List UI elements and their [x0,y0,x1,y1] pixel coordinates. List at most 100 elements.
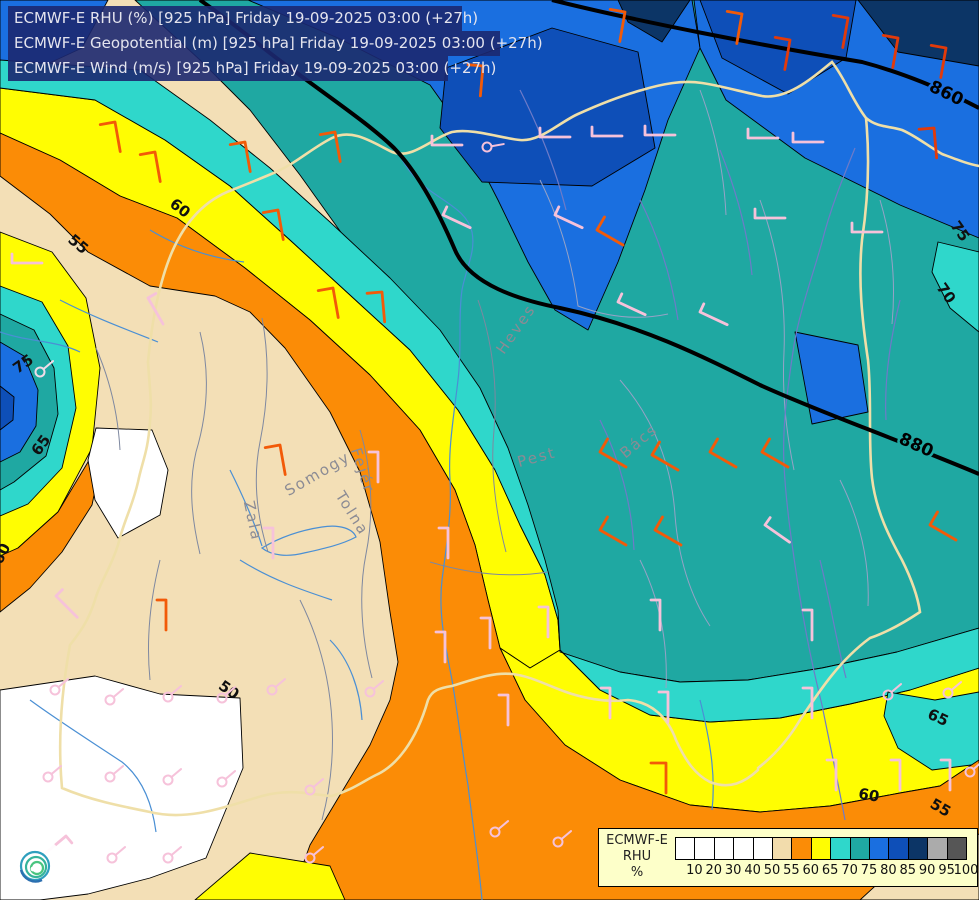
header-line-geopotential: ECMWF-E Geopotential (m) [925 hPa] Frida… [8,31,543,56]
wind-barb-icon [599,686,612,720]
rh-60-65-wedge [194,852,346,900]
wind-barb-icon [595,215,625,247]
calm-wind-icon [372,680,385,691]
county-border [95,347,121,451]
legend-swatch [927,837,948,860]
wind-barb [216,686,237,704]
wind-barb [831,13,850,49]
wind-barb [42,765,63,783]
legend-title-param: RHU [622,849,652,864]
river [885,299,901,421]
wind-barb-icon [598,437,628,469]
wind-barb [657,690,670,724]
rh-under-50-mid [87,427,169,539]
wind-barb-icon [725,9,744,45]
wind-barb [552,830,573,848]
county-border [477,299,507,553]
wind-barb-icon [262,526,275,560]
legend-tick-label: 70 [841,863,858,878]
wind-barb-icon [537,605,550,639]
legend-swatch [810,837,832,860]
river [639,199,679,321]
county-border [299,599,333,821]
wind-barb [653,515,683,547]
legend-tick-label: 95 [938,863,955,878]
wind-barb [318,130,342,163]
legend-swatch [694,837,715,860]
rh-55-60-band [0,132,979,900]
wind-barb [367,450,380,484]
wind-barb [479,616,492,650]
wind-barb-icon [708,437,738,469]
wind-barb-icon [441,205,472,230]
wind-barb-icon [138,150,162,183]
wind-barb [598,515,628,547]
wind-barb [538,126,572,139]
legend-swatch [946,837,967,860]
wind-barb [595,215,625,247]
wind-barb-icon [850,221,884,234]
county-border [147,559,161,681]
wind-barb [266,678,287,696]
legend-swatch [733,837,754,860]
wind-barb [489,820,510,838]
river [519,89,567,211]
wind-barb-icon [881,33,900,69]
county-border [699,89,727,216]
legend-tick-label: 80 [880,863,897,878]
wind-barb [598,437,628,469]
wind-barb [304,778,325,796]
wind-barb [162,685,183,703]
wind-barb-icon [939,758,952,792]
wind-barb-icon [98,120,122,153]
geopotential-isoline [551,0,979,110]
wind-barb-icon [649,761,668,795]
wind-barb-icon [553,205,584,230]
wind-barb [964,760,979,778]
wind-barb [881,33,900,69]
wind-barb-icon [760,437,790,469]
legend-title: ECMWF-E RHU % [599,829,675,886]
wind-barb [889,758,902,792]
legend-swatch [830,837,851,860]
calm-wind-icon [112,765,125,776]
calm-wind-icon [42,360,55,371]
wind-barb-icon [54,588,79,619]
legend-swatch [752,837,773,860]
legend-title-unit: % [630,865,644,880]
wind-barb [537,605,550,639]
river [599,419,635,551]
wind-barb [590,125,624,138]
wind-barb-icon [649,598,662,632]
spiral-logo-icon [19,850,51,883]
wind-barb-icon [917,126,939,160]
county-border [759,199,795,471]
legend-tick-label: 10 [686,863,703,878]
wind-barb [434,630,447,664]
wind-barb [430,134,464,147]
geopotential-isoline [198,0,979,476]
wind-barb [760,437,790,469]
wind-barb [316,286,340,319]
wind-barb-icon [228,140,252,173]
wind-barb [825,758,838,792]
wind-barb-icon [773,35,792,71]
wind-barb-icon [497,693,510,727]
legend-tick-label: 30 [724,863,742,878]
calm-wind-icon [312,778,325,789]
river [0,331,81,353]
wind-barb-icon [261,208,285,241]
header-line-rhu: ECMWF-E RHU (%) [925 hPa] Friday 19-09-2… [8,6,478,31]
weather-service-logo [12,842,58,890]
legend-tick-label: 60 [802,863,820,878]
county-border [839,479,869,607]
wind-barb [725,9,744,45]
legend-swatch [713,837,735,860]
wind-barb-icon [430,134,464,147]
wind-barb-icon [590,125,624,138]
wind-barb-icon [753,207,787,220]
wind-barb-icon [653,515,683,547]
wind-barb [801,686,814,720]
wind-barb [698,302,729,327]
wind-barb-icon [763,516,791,544]
